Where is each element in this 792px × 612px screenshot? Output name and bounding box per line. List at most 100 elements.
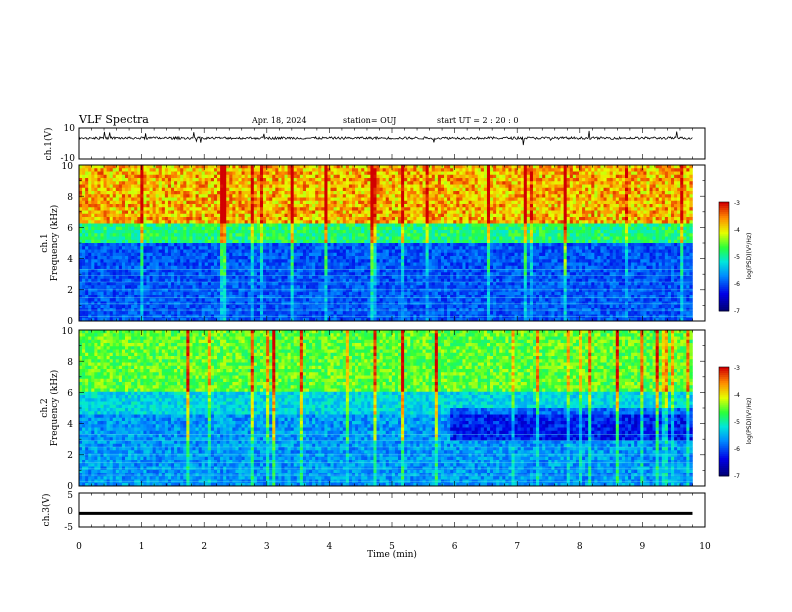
spectrogram-cell: [128, 240, 131, 244]
spectrogram-cell: [153, 175, 156, 179]
spectrogram-cell: [107, 175, 110, 179]
spectrogram-cell: [140, 181, 143, 185]
spectrogram-cell: [140, 250, 143, 254]
spectrogram-cell: [192, 272, 195, 276]
spectrogram-cell: [131, 289, 134, 293]
spectrogram-cell: [168, 214, 171, 218]
spectrogram-cell: [134, 243, 137, 247]
spectrogram-cell: [183, 246, 186, 250]
spectrogram-cell: [186, 227, 189, 231]
spectrogram-cell: [162, 285, 165, 289]
spectrogram-cell: [196, 302, 199, 306]
ch1-ytick-top: 10: [64, 124, 76, 134]
spectrogram-cell: [174, 259, 177, 263]
spectrogram-cell: [140, 211, 143, 215]
spectrogram-cell: [100, 233, 103, 237]
spectrogram-cell: [165, 233, 168, 237]
spectrogram-cell: [168, 217, 171, 221]
spectrogram-cell: [128, 217, 131, 221]
spectrogram-cell: [171, 308, 174, 312]
spectrogram-cell: [125, 259, 128, 263]
spectrogram-cell: [150, 168, 153, 172]
spectrogram-cell: [177, 253, 180, 257]
spectrogram-cell: [122, 214, 125, 218]
spectrogram-cell: [116, 191, 119, 195]
spectrogram-cell: [199, 282, 202, 286]
spectrogram-cell: [153, 256, 156, 260]
spectrogram-cell: [165, 266, 168, 270]
spectrogram-cell: [150, 201, 153, 205]
spectrogram-cell: [79, 204, 82, 208]
spectrogram-cell: [113, 272, 116, 276]
spectrogram-cell: [199, 224, 202, 228]
spectrogram-cell: [104, 305, 107, 309]
spectrogram-cell: [131, 224, 134, 228]
spectrogram-cell: [199, 259, 202, 263]
spectrogram-cell: [202, 240, 205, 244]
spectrogram-cell: [85, 181, 88, 185]
spectrogram-cell: [128, 263, 131, 267]
spectrogram-cell: [97, 295, 100, 299]
spectrogram-cell: [116, 198, 119, 202]
spectrogram-cell: [128, 230, 131, 234]
spectrogram-cell: [168, 308, 171, 312]
spectrogram-cell: [146, 308, 149, 312]
spectrogram-cell: [107, 263, 110, 267]
spectrogram-cell: [119, 198, 122, 202]
spectrogram-cell: [79, 302, 82, 306]
spectrogram-cell: [91, 253, 94, 257]
spectrogram-cell: [162, 289, 165, 293]
spectrogram-cell: [153, 194, 156, 198]
spectrogram-cell: [88, 243, 91, 247]
spectrogram-cell: [183, 311, 186, 315]
spectrogram-cell: [113, 302, 116, 306]
spectrogram-cell: [100, 285, 103, 289]
spectrogram-cell: [125, 181, 128, 185]
spectrogram-cell: [131, 298, 134, 302]
spectrogram-cell: [186, 263, 189, 267]
spectrogram-cell: [110, 292, 113, 296]
spectrogram-cell: [162, 243, 165, 247]
spectrogram-cell: [189, 172, 192, 176]
spectrogram-cell: [159, 259, 162, 263]
spectrogram-cell: [202, 246, 205, 250]
spectrogram-cell: [82, 266, 85, 270]
spectrogram-cell: [137, 220, 140, 224]
spectrogram-cell: [110, 305, 113, 309]
spectrogram-cell: [171, 250, 174, 254]
spectrogram-cell: [116, 194, 119, 198]
spectrogram-cell: [180, 233, 183, 237]
spectrogram-cell: [116, 311, 119, 315]
spectrogram-cell: [186, 211, 189, 215]
spectrogram-cell: [94, 168, 97, 172]
spectrogram-cell: [140, 178, 143, 182]
spectrogram-cell: [156, 305, 159, 309]
spectrogram-cell: [171, 165, 174, 169]
spectrogram-cell: [159, 237, 162, 241]
spectrogram-cell: [137, 243, 140, 247]
spectrogram-cell: [107, 220, 110, 224]
spectrogram-cell: [140, 292, 143, 296]
spectrogram-cell: [79, 292, 82, 296]
spectrogram-cell: [107, 168, 110, 172]
spectrogram-cell: [82, 175, 85, 179]
spectrogram-cell: [134, 285, 137, 289]
spectrogram-cell: [162, 214, 165, 218]
spectrogram-cell: [143, 253, 146, 257]
spectrogram-cell: [183, 220, 186, 224]
spectrogram-cell: [199, 233, 202, 237]
spectrogram-cell: [116, 211, 119, 215]
spectrogram-cell: [171, 211, 174, 215]
spectrogram-cell: [100, 188, 103, 192]
spectrogram-cell: [91, 246, 94, 250]
spectrogram-cell: [116, 246, 119, 250]
spectrogram-cell: [171, 204, 174, 208]
spectrogram-cell: [186, 224, 189, 228]
spectrogram-cell: [107, 259, 110, 263]
spectrogram-cell: [168, 311, 171, 315]
spectrogram-cell: [116, 240, 119, 244]
spectrogram-cell: [174, 178, 177, 182]
spectrogram-cell: [119, 285, 122, 289]
spectrogram-cell: [199, 285, 202, 289]
spectrogram-cell: [119, 201, 122, 205]
